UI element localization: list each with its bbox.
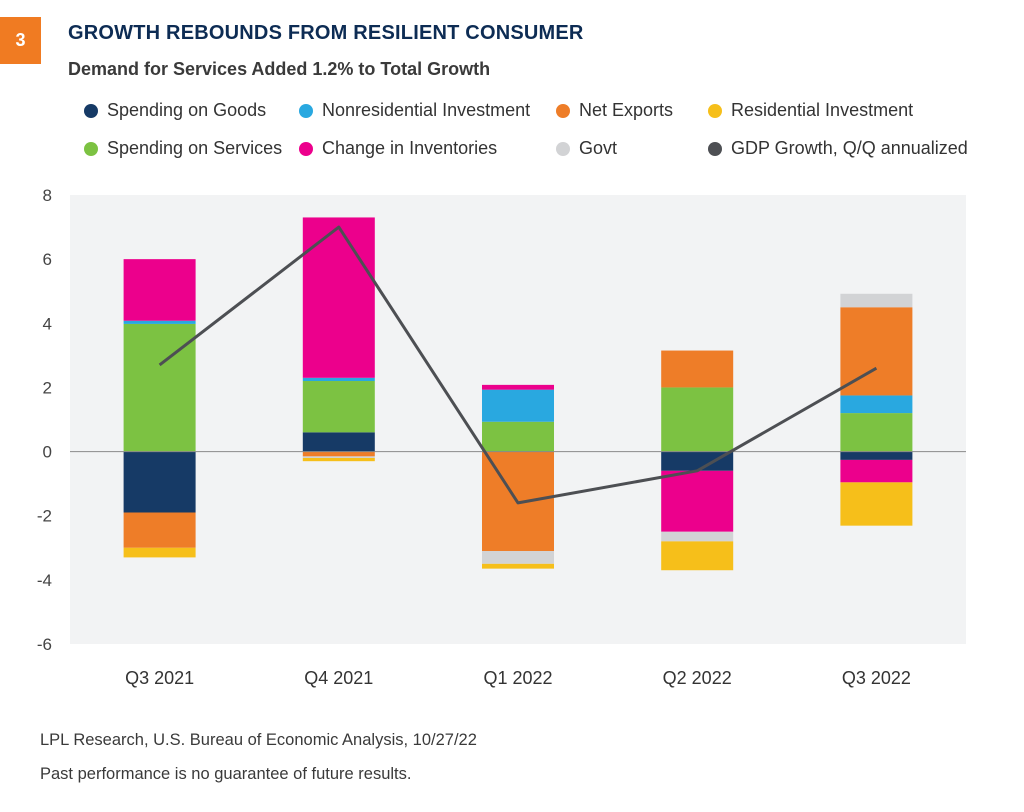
bar-spending-on-goods-q3-2022: [840, 451, 913, 460]
legend-swatch: [556, 141, 570, 156]
legend-item-residential-investment: Residential Investment: [708, 100, 913, 121]
bar-govt-q1-2022: [482, 550, 554, 564]
legend-label: Nonresidential Investment: [322, 100, 531, 120]
legend-swatch: [84, 103, 98, 118]
bar-govt-q3-2022: [840, 293, 913, 308]
legend-item-govt: Govt: [556, 138, 617, 159]
chart-legend: Spending on Goods Nonresidential Investme…: [84, 100, 984, 180]
x-tick-label: Q4 2021: [304, 668, 373, 688]
bar-spending-on-goods-q4-2021: [302, 432, 375, 452]
bar-nonresidential-investment-q4-2021: [302, 377, 375, 382]
bar-spending-on-services-q2-2022: [661, 387, 734, 452]
y-tick-label: -6: [37, 635, 52, 654]
legend-label: GDP Growth, Q/Q annualized: [731, 138, 968, 158]
y-tick-label: 0: [43, 443, 52, 462]
legend-swatch: [708, 103, 722, 118]
bar-residential-investment-q2-2022: [661, 541, 734, 571]
x-tick-label: Q2 2022: [663, 668, 732, 688]
chart-number-badge: 3: [0, 17, 41, 64]
bar-net-exports-q2-2022: [661, 350, 734, 388]
bar-change-in-inventories-q4-2021: [302, 217, 375, 378]
legend-item-gdp-growth-q-q-annualized: GDP Growth, Q/Q annualized: [708, 138, 968, 159]
bar-nonresidential-investment-q3-2021: [123, 320, 196, 324]
y-tick-label: 6: [43, 250, 52, 269]
legend-item-net-exports: Net Exports: [556, 100, 673, 121]
chart-title: GROWTH REBOUNDS FROM RESILIENT CONSUMER: [68, 22, 584, 44]
legend-item-spending-on-goods: Spending on Goods: [84, 100, 266, 121]
legend-label: Spending on Goods: [107, 100, 267, 120]
bar-net-exports-q3-2021: [123, 512, 196, 548]
legend-swatch: [556, 103, 570, 118]
bar-change-in-inventories-q3-2021: [123, 259, 196, 321]
bar-nonresidential-investment-q3-2022: [840, 395, 913, 414]
legend-label: Residential Investment: [731, 100, 914, 120]
gdp-growth-line: [158, 225, 878, 505]
bar-change-in-inventories-q1-2022: [482, 384, 554, 390]
legend-item-nonresidential-investment: Nonresidential Investment: [299, 100, 530, 121]
bar-spending-on-goods-q2-2022: [661, 451, 734, 471]
bar-residential-investment-q1-2022: [482, 563, 554, 569]
bar-spending-on-goods-q3-2021: [123, 451, 196, 513]
legend-swatch: [84, 141, 98, 156]
legend-item-spending-on-services: Spending on Services: [84, 138, 282, 159]
bar-spending-on-services-q4-2021: [302, 381, 375, 433]
bar-residential-investment-q3-2021: [123, 547, 196, 558]
bar-spending-on-services-q3-2021: [123, 323, 196, 452]
legend-swatch: [299, 103, 313, 118]
legend-label: Change in Inventories: [322, 138, 498, 158]
bar-residential-investment-q3-2022: [840, 482, 913, 526]
stacked-bar-chart: 8 6 4 2 0 -2 -4 -6 Q3 2021 Q4 2021 Q1 2022 Q2 2022 Q…: [37, 186, 966, 688]
x-tick-label: Q3 2021: [125, 668, 194, 688]
y-tick-label: 2: [43, 378, 52, 397]
legend-label: Spending on Services: [107, 138, 283, 158]
bar-nonresidential-investment-q1-2022: [482, 389, 554, 422]
legend-item-change-in-inventories: Change in Inventories: [299, 138, 497, 159]
x-tick-label: Q3 2022: [842, 668, 911, 688]
x-tick-label: Q1 2022: [483, 668, 552, 688]
bar-govt-q4-2021: [302, 456, 375, 458]
bar-change-in-inventories-q2-2022: [661, 470, 734, 532]
bar-spending-on-services-q3-2022: [840, 413, 913, 452]
chart-subtitle: Demand for Services Added 1.2% to Total …: [68, 59, 491, 79]
legend-swatch: [708, 141, 722, 156]
source-note: LPL Research, U.S. Bureau of Economic An…: [40, 731, 477, 749]
disclaimer-note: Past performance is no guarantee of futu…: [40, 765, 412, 783]
y-tick-label: 4: [43, 314, 52, 333]
bar-residential-investment-q4-2021: [302, 457, 375, 462]
bar-change-in-inventories-q3-2022: [840, 459, 913, 483]
y-tick-label: -4: [37, 571, 52, 590]
bar-net-exports-q4-2021: [302, 451, 375, 457]
y-tick-label: -2: [37, 507, 52, 526]
legend-label: Net Exports: [579, 100, 674, 120]
y-tick-label: 8: [43, 186, 52, 205]
bar-govt-q2-2022: [661, 531, 734, 542]
legend-label: Govt: [579, 138, 618, 158]
legend-swatch: [299, 141, 313, 156]
bar-spending-on-services-q1-2022: [482, 421, 554, 452]
